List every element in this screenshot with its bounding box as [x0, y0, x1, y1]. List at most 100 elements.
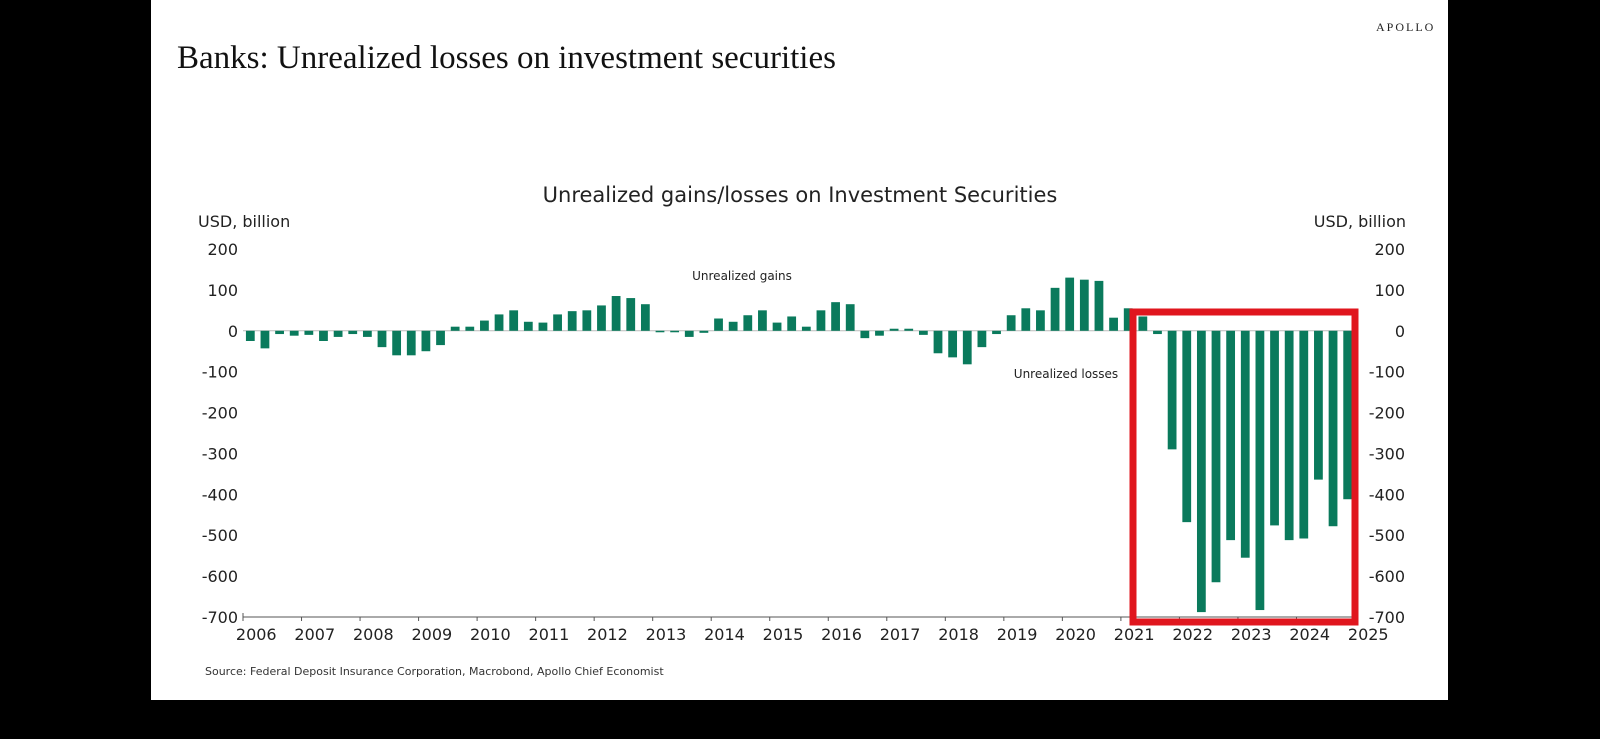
- bar: [1153, 330, 1162, 335]
- y-tick-label-left: -500: [202, 526, 238, 545]
- bar: [1328, 330, 1338, 527]
- axes-layer: [242, 330, 1356, 621]
- bar: [333, 330, 343, 337]
- x-tick-label: 2007: [294, 625, 335, 644]
- y-tick-label-left: -600: [202, 567, 238, 586]
- annotation-unrealized-losses: Unrealized losses: [1014, 367, 1118, 381]
- x-tick-label: 2010: [470, 625, 511, 644]
- chart-title: Unrealized gains/losses on Investment Se…: [542, 183, 1058, 207]
- bar: [597, 305, 606, 331]
- bar: [1109, 317, 1118, 331]
- bar: [523, 321, 533, 331]
- bar: [875, 330, 884, 336]
- bar: [406, 330, 416, 356]
- bar: [611, 296, 621, 331]
- bar: [377, 330, 387, 348]
- y-tick-label-right: -700: [1369, 608, 1405, 627]
- bar: [1270, 330, 1279, 526]
- bar: [1123, 308, 1133, 331]
- bar: [728, 321, 738, 331]
- y-tick-label-right: -400: [1369, 485, 1405, 504]
- bar: [582, 310, 592, 331]
- bar: [992, 330, 1001, 335]
- y-tick-label-left: -700: [202, 608, 238, 627]
- bar: [1006, 315, 1016, 331]
- bar: [289, 330, 299, 336]
- bar: [684, 330, 694, 337]
- x-tick-label: 2021: [1114, 625, 1155, 644]
- y-tick-label-right: 0: [1395, 322, 1405, 341]
- bar: [450, 326, 460, 331]
- bar: [494, 314, 504, 331]
- bar: [1343, 330, 1353, 500]
- x-tick-label: 2015: [763, 625, 804, 644]
- bar: [260, 330, 270, 349]
- bar: [392, 330, 402, 356]
- x-tick-label: 2009: [411, 625, 452, 644]
- bar: [640, 304, 650, 331]
- bar: [480, 320, 489, 331]
- bar: [918, 330, 928, 335]
- source-note: Source: Federal Deposit Insurance Corpor…: [205, 665, 664, 678]
- bar: [714, 318, 723, 331]
- bar: [743, 315, 753, 331]
- bar: [962, 330, 972, 365]
- bar: [1226, 330, 1236, 541]
- y-tick-label-left: -400: [202, 485, 238, 504]
- bar: [465, 326, 475, 331]
- y-tick-label-right: 100: [1374, 281, 1405, 300]
- bar: [1050, 287, 1060, 331]
- x-tick-label: 2023: [1231, 625, 1272, 644]
- bar: [1240, 330, 1250, 558]
- bar: [421, 330, 431, 352]
- bar: [845, 304, 855, 331]
- y-tick-label-right: -600: [1369, 567, 1405, 586]
- bar: [1167, 330, 1177, 450]
- bar: [860, 330, 870, 339]
- y-tick-label-right: -500: [1369, 526, 1405, 545]
- bar: [1065, 277, 1075, 331]
- bar: [319, 330, 328, 341]
- bar: [538, 322, 548, 331]
- bar: [553, 314, 562, 331]
- page-title: Banks: Unrealized losses on investment s…: [177, 40, 836, 76]
- bar: [567, 311, 577, 331]
- bar: [831, 302, 840, 331]
- x-tick-label: 2011: [529, 625, 570, 644]
- bar: [670, 330, 680, 333]
- y-axis-label-left: USD, billion: [198, 212, 291, 231]
- x-tick-label: 2013: [646, 625, 687, 644]
- y-tick-label-left: -300: [202, 444, 238, 463]
- bar: [948, 330, 958, 358]
- bar: [1079, 279, 1089, 331]
- y-tick-label-right: -300: [1369, 444, 1405, 463]
- x-tick-label: 2025: [1348, 625, 1389, 644]
- bar: [758, 310, 767, 331]
- bar: [889, 328, 899, 331]
- bar: [816, 310, 826, 331]
- bar: [509, 310, 519, 331]
- y-tick-label-left: 100: [207, 281, 238, 300]
- bar: [933, 330, 943, 354]
- bars-layer: [245, 277, 1353, 613]
- bar: [626, 298, 636, 331]
- bar: [977, 330, 987, 348]
- bar: [245, 330, 255, 341]
- y-tick-label-left: 200: [207, 240, 238, 259]
- bar: [275, 330, 284, 335]
- highlight-box: [1129, 308, 1359, 626]
- bar: [304, 330, 314, 335]
- bar: [362, 330, 372, 337]
- bar: [655, 330, 665, 333]
- x-tick-label: 2017: [880, 625, 921, 644]
- x-tick-label: 2014: [704, 625, 745, 644]
- bar: [1196, 330, 1206, 613]
- y-axis-label-right: USD, billion: [1313, 212, 1406, 231]
- x-tick-label: 2022: [1172, 625, 1213, 644]
- x-tick-label: 2018: [938, 625, 979, 644]
- y-tick-label-right: -100: [1369, 363, 1405, 382]
- bar: [699, 330, 709, 333]
- bar: [787, 316, 797, 331]
- bar: [1138, 316, 1148, 331]
- bar: [772, 322, 782, 331]
